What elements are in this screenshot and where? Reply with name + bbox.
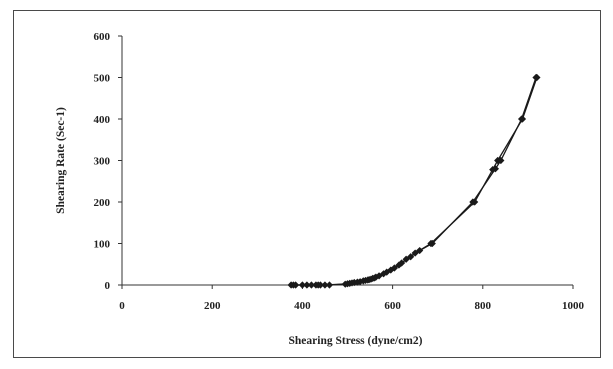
data-point (321, 281, 329, 289)
chart-frame: 0 100 200 300 400 500 600 0 200 400 600 800 1000 She… (13, 10, 601, 358)
data-point (303, 281, 311, 289)
data-point (325, 281, 334, 289)
data-point (491, 165, 500, 173)
x-tick-label: 200 (204, 300, 221, 312)
x-tick-label: 0 (119, 300, 125, 312)
axes (118, 35, 574, 289)
data-point (497, 156, 505, 165)
data-point (398, 259, 406, 267)
x-axis-title: Shearing Stress (dyne/cm2) (289, 335, 423, 347)
data-point (428, 239, 436, 248)
y-axis-title: Shearing Rate (Sec-1) (55, 107, 67, 214)
data-point (390, 264, 399, 272)
data-point (353, 278, 362, 286)
data-points (287, 73, 541, 289)
data-point (517, 115, 526, 123)
y-tick-label: 300 (94, 156, 111, 168)
data-point (411, 249, 419, 257)
y-tick-label: 600 (94, 31, 111, 43)
tick-labels: 0 100 200 300 400 500 600 0 200 400 600 800 1000 (94, 31, 585, 312)
y-tick-label: 400 (94, 114, 111, 126)
data-point (298, 281, 306, 289)
y-tick-label: 100 (94, 239, 111, 251)
data-point (359, 277, 367, 285)
data-point (343, 280, 352, 288)
shear-chart: 0 100 200 300 400 500 600 0 200 400 600 800 1000 She… (55, 31, 585, 347)
y-tick-label: 200 (94, 197, 111, 209)
x-tick-label: 1000 (562, 300, 585, 312)
data-point (416, 246, 424, 255)
x-tick-label: 600 (384, 300, 401, 312)
y-tick-label: 500 (94, 73, 111, 85)
data-point (289, 281, 297, 289)
y-tick-label: 0 (105, 280, 111, 292)
x-tick-label: 400 (294, 300, 311, 312)
data-point (387, 266, 395, 274)
data-point (375, 272, 383, 280)
data-point (348, 279, 356, 287)
data-point (469, 198, 477, 206)
data-point (307, 281, 316, 289)
data-point (383, 268, 391, 276)
x-tick-label: 800 (475, 300, 492, 312)
data-point (314, 281, 322, 289)
data-point (532, 73, 540, 82)
